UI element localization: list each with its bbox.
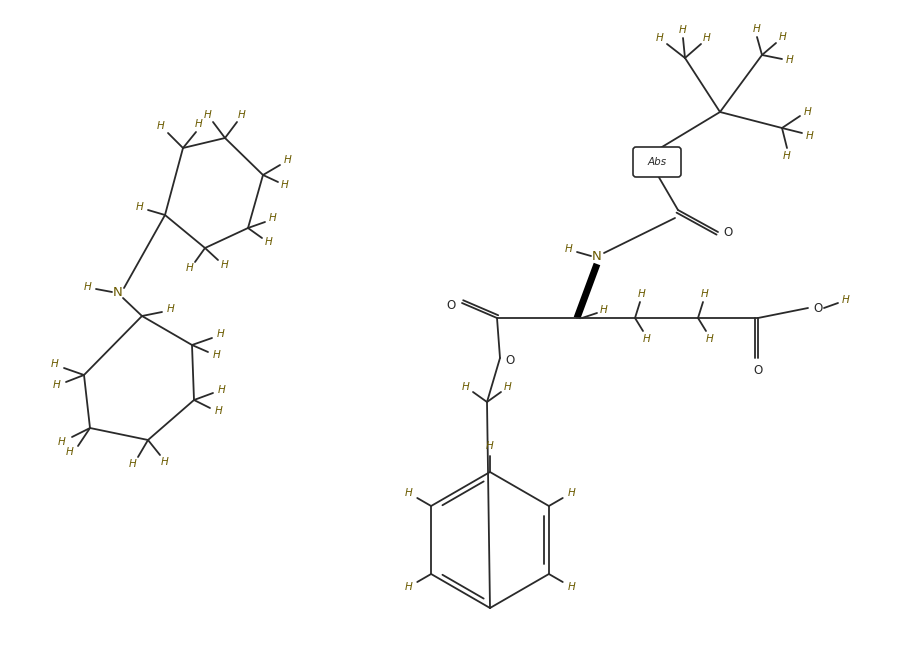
Text: H: H bbox=[284, 155, 292, 165]
Text: H: H bbox=[281, 180, 289, 190]
Text: H: H bbox=[215, 406, 223, 416]
FancyBboxPatch shape bbox=[633, 147, 681, 177]
Text: O: O bbox=[814, 302, 823, 314]
Text: H: H bbox=[783, 151, 791, 161]
Text: H: H bbox=[806, 131, 814, 141]
Text: H: H bbox=[779, 32, 787, 42]
Text: H: H bbox=[53, 380, 61, 390]
Text: H: H bbox=[753, 24, 761, 34]
Text: H: H bbox=[157, 121, 165, 131]
Text: H: H bbox=[638, 289, 646, 299]
Text: H: H bbox=[565, 244, 573, 254]
Text: H: H bbox=[204, 110, 212, 120]
Text: H: H bbox=[703, 33, 711, 43]
Text: H: H bbox=[680, 25, 687, 35]
Text: H: H bbox=[405, 488, 412, 498]
Text: H: H bbox=[842, 295, 850, 305]
Text: H: H bbox=[805, 107, 812, 117]
Text: H: H bbox=[643, 334, 651, 344]
Text: H: H bbox=[786, 55, 794, 65]
Text: H: H bbox=[265, 237, 273, 247]
Text: H: H bbox=[161, 457, 169, 467]
Text: H: H bbox=[195, 119, 203, 129]
Text: H: H bbox=[84, 282, 92, 292]
Text: H: H bbox=[269, 213, 277, 223]
Text: H: H bbox=[217, 329, 225, 339]
Text: H: H bbox=[186, 263, 194, 273]
Text: N: N bbox=[593, 249, 602, 263]
Text: H: H bbox=[706, 334, 714, 344]
Text: H: H bbox=[51, 359, 59, 369]
Text: O: O bbox=[754, 363, 763, 377]
Text: H: H bbox=[487, 441, 494, 451]
Text: H: H bbox=[66, 447, 74, 457]
Text: N: N bbox=[113, 286, 123, 298]
Text: H: H bbox=[213, 350, 221, 360]
Text: Abs: Abs bbox=[648, 157, 667, 167]
Text: H: H bbox=[504, 382, 512, 392]
Text: O: O bbox=[723, 225, 733, 239]
Text: H: H bbox=[130, 459, 137, 469]
Text: H: H bbox=[656, 33, 664, 43]
Text: H: H bbox=[218, 385, 226, 395]
Text: H: H bbox=[238, 110, 246, 120]
Text: H: H bbox=[221, 260, 229, 270]
Text: H: H bbox=[136, 202, 144, 212]
Text: H: H bbox=[567, 488, 575, 498]
Text: H: H bbox=[167, 304, 175, 314]
Text: H: H bbox=[405, 582, 412, 592]
Text: O: O bbox=[506, 353, 515, 367]
Text: H: H bbox=[462, 382, 470, 392]
Text: H: H bbox=[600, 305, 608, 315]
Text: O: O bbox=[447, 298, 456, 312]
Text: H: H bbox=[58, 437, 66, 447]
Text: H: H bbox=[701, 289, 708, 299]
Text: H: H bbox=[567, 582, 575, 592]
